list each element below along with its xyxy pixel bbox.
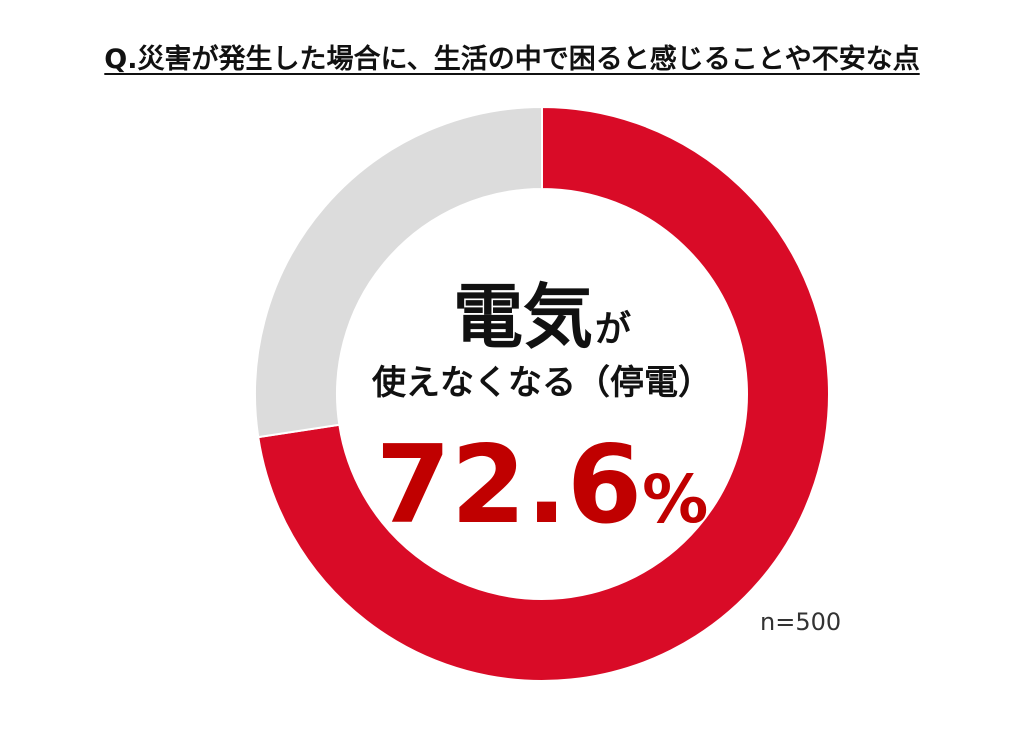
center-label-main-big: 電気 [452, 276, 593, 358]
donut-slice-remainder [254, 105, 543, 439]
sample-size-note: n=500 [760, 608, 842, 636]
center-value-unit: % [642, 461, 709, 538]
center-value: 72.6% [0, 432, 1024, 540]
center-label-main: 電気が [0, 282, 1024, 352]
donut-slice-primary [257, 105, 830, 682]
center-value-number: 72.6 [375, 423, 643, 548]
center-label-main-small: が [594, 309, 631, 350]
chart-title: Q.災害が発生した場合に、生活の中で困ると感じることや不安な点 [0, 44, 1024, 76]
chart-title-text: Q.災害が発生した場合に、生活の中で困ると感じることや不安な点 [104, 44, 920, 75]
center-label-sub: 使えなくなる（停電） [372, 363, 712, 403]
